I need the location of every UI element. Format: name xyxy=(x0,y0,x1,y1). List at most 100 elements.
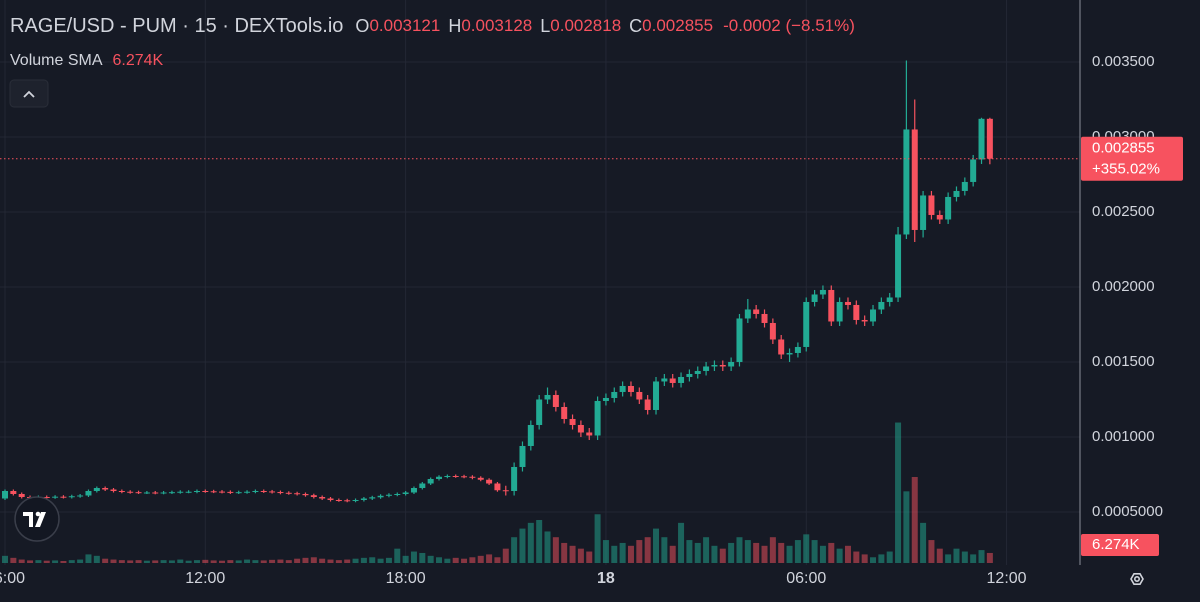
candle-body xyxy=(135,492,142,494)
candle-body xyxy=(769,322,776,340)
candle-body xyxy=(277,492,284,494)
candle-body xyxy=(193,490,200,492)
candle-body xyxy=(452,475,459,477)
volume-bar xyxy=(861,554,868,563)
volume-bar xyxy=(561,542,568,563)
candle-body xyxy=(118,490,125,492)
candle-body xyxy=(486,479,493,484)
volume-bar xyxy=(427,555,434,563)
volume-bar xyxy=(594,514,601,563)
volume-bar xyxy=(786,545,793,563)
volume-bar xyxy=(711,545,718,563)
candle-body xyxy=(870,309,877,322)
logo-circle[interactable] xyxy=(14,496,60,542)
candle-body xyxy=(761,313,768,323)
volume-bar xyxy=(269,559,276,563)
candle-body xyxy=(377,495,384,498)
candle-body xyxy=(836,301,843,322)
candle-body xyxy=(477,477,484,480)
volume-bar xyxy=(319,558,326,563)
volume-bar xyxy=(310,557,317,563)
volume-bar xyxy=(410,551,417,563)
x-tick-label: 12:00 xyxy=(987,570,1027,587)
volume-bar xyxy=(653,528,660,563)
candles xyxy=(0,60,1080,503)
candle-body xyxy=(319,496,326,499)
volume-bar xyxy=(644,537,651,563)
volume-bar xyxy=(669,545,676,563)
y-tick-label: 0.0005000 xyxy=(1092,503,1163,520)
volume-bar xyxy=(719,548,726,563)
gear-center[interactable] xyxy=(1134,575,1141,582)
candle-body xyxy=(861,319,868,322)
volume-bar xyxy=(302,557,309,563)
y-tick-label: 0.002000 xyxy=(1092,278,1155,295)
y-tick-label: 0.001000 xyxy=(1092,428,1155,445)
candle-body xyxy=(85,490,92,496)
candle-body xyxy=(828,289,835,322)
x-tick-label: 06:00 xyxy=(0,570,25,587)
ohlc-value: 0.002855 xyxy=(642,16,713,35)
volume-bar xyxy=(494,557,501,563)
candle-body xyxy=(93,487,100,491)
ohlc-label: H xyxy=(448,16,461,36)
volume-bar xyxy=(744,540,751,563)
volume-bar xyxy=(961,551,968,563)
volume-bar xyxy=(77,559,84,563)
volume-bar xyxy=(586,551,593,563)
volume-bar xyxy=(227,560,234,563)
candle-body xyxy=(502,490,509,492)
volume-bar xyxy=(419,552,426,563)
volume-bar xyxy=(43,560,50,563)
volume-bar xyxy=(920,522,927,563)
volume-bar xyxy=(844,545,851,563)
volume-bar xyxy=(461,558,468,563)
volume-bar xyxy=(168,560,175,563)
candle-body xyxy=(678,376,685,383)
candle-body xyxy=(594,400,601,436)
candle-body xyxy=(744,309,751,319)
candle-body xyxy=(786,352,793,355)
volume-bar xyxy=(277,559,284,563)
volume-bar xyxy=(619,542,626,563)
candle-body xyxy=(410,487,417,493)
ohlc-label: C xyxy=(629,16,642,36)
volume-bar xyxy=(68,560,75,563)
candle-body xyxy=(210,491,217,493)
volume-bar xyxy=(636,540,643,563)
candle-body xyxy=(627,385,634,392)
candle-body xyxy=(202,490,209,492)
candle-body xyxy=(185,491,192,493)
volume-bar xyxy=(811,540,818,563)
settings-button[interactable] xyxy=(1130,573,1144,585)
volume-bar xyxy=(452,557,459,563)
volume-bar xyxy=(661,537,668,563)
tv-logo[interactable] xyxy=(14,496,60,542)
volume-bar xyxy=(803,534,810,563)
candle-body xyxy=(669,378,676,383)
candle-body xyxy=(344,500,351,502)
candle-body xyxy=(686,373,693,377)
collapse-button[interactable] xyxy=(9,79,49,108)
chevron-icon[interactable] xyxy=(23,90,35,98)
candle-body xyxy=(552,394,559,407)
gear-icon[interactable] xyxy=(1130,573,1144,585)
volume-bar xyxy=(986,552,993,563)
change: -0.0002 (−8.51%) xyxy=(723,16,855,35)
volume-bar xyxy=(110,559,117,563)
ohlc-value: 0.002818 xyxy=(550,16,621,35)
ohlc-value: 0.003121 xyxy=(369,16,440,35)
candle-body xyxy=(519,445,526,467)
volume-bar xyxy=(886,551,893,563)
candle-body xyxy=(895,234,902,298)
candle-body xyxy=(878,301,885,310)
candle-body xyxy=(252,490,259,492)
volume-bar xyxy=(953,548,960,563)
candle-body xyxy=(844,301,851,305)
collapse-button-bg[interactable] xyxy=(9,79,49,108)
candle-body xyxy=(369,497,376,499)
volume-bar xyxy=(611,545,618,563)
volume-bar xyxy=(527,522,534,563)
volume-bar xyxy=(736,537,743,563)
volume-sma-label: 6.274K xyxy=(1092,536,1140,553)
